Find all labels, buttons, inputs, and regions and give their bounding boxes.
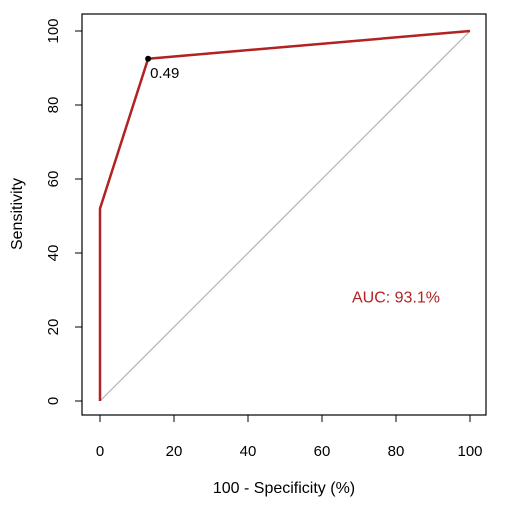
- x-tick-label: 0: [96, 443, 104, 460]
- y-tick-label: 0: [45, 397, 62, 405]
- reference-diagonal: [99, 30, 471, 402]
- y-tick-label: 60: [45, 171, 62, 188]
- x-tick-label: 80: [388, 443, 405, 460]
- y-tick-label: 80: [45, 97, 62, 114]
- x-axis-title: 100 - Specificity (%): [213, 480, 355, 497]
- y-axis: 0 20 40 60 80 100: [45, 18, 83, 405]
- threshold-point: [145, 55, 152, 62]
- roc-curve: [98, 29, 471, 401]
- y-tick-label: 100: [45, 18, 62, 43]
- x-tick-label: 100: [457, 443, 482, 460]
- x-tick-label: 40: [240, 443, 257, 460]
- x-axis: 0 20 40 60 80 100: [96, 414, 483, 460]
- y-tick-label: 40: [45, 245, 62, 262]
- threshold-label: 0.49: [150, 65, 179, 82]
- auc-annotation: AUC: 93.1%: [352, 289, 440, 306]
- y-axis-title: Sensitivity: [9, 178, 26, 250]
- x-tick-label: 20: [166, 443, 183, 460]
- y-tick-label: 20: [45, 319, 62, 336]
- x-tick-label: 60: [314, 443, 331, 460]
